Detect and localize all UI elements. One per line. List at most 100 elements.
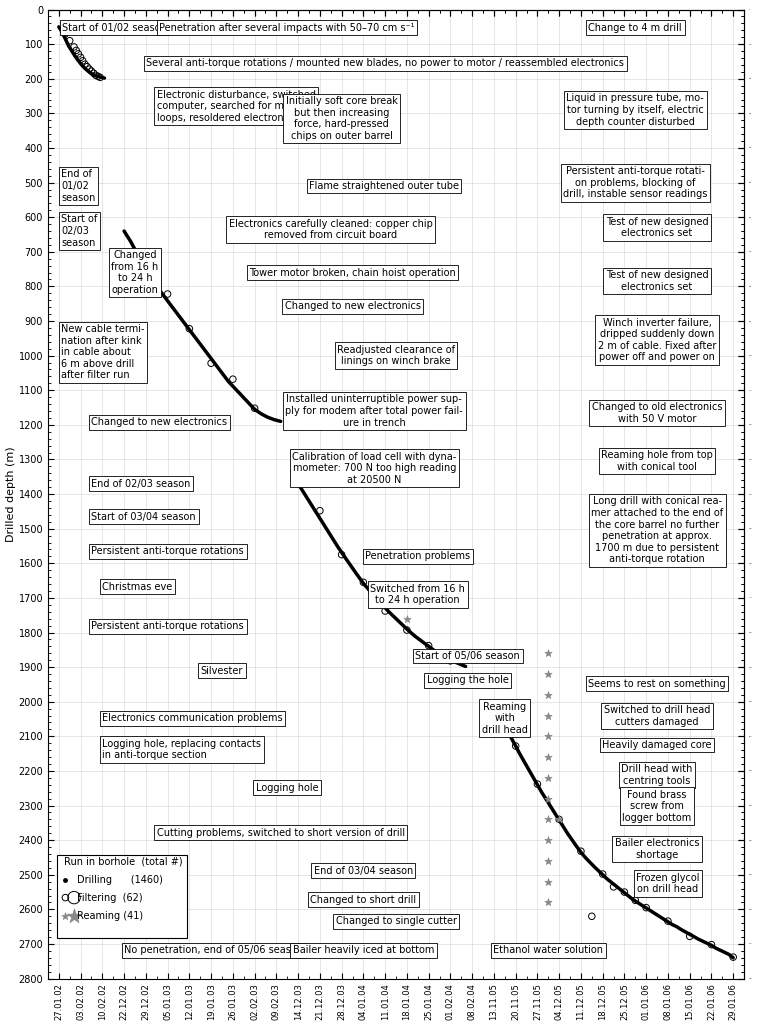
Point — [542, 644, 554, 661]
Point — [542, 790, 554, 806]
Text: Logging hole: Logging hole — [256, 783, 318, 792]
Point — [59, 890, 71, 906]
Point — [640, 900, 652, 916]
Point — [542, 770, 554, 786]
Point — [89, 67, 102, 83]
Text: Initially soft core break
but then increasing
force, hard-pressed
chips on outer: Initially soft core break but then incre… — [286, 96, 397, 141]
Text: Changed to new electronics: Changed to new electronics — [284, 302, 421, 312]
Text: Bailer heavily iced at bottom: Bailer heavily iced at bottom — [293, 945, 434, 955]
Text: Cutting problems, switched to short version of drill: Cutting problems, switched to short vers… — [157, 828, 405, 837]
Text: Several anti-torque rotations / mounted new blades, no power to motor / reassemb: Several anti-torque rotations / mounted … — [146, 58, 624, 68]
Point — [542, 832, 554, 849]
Text: Drilling      (1460): Drilling (1460) — [77, 874, 163, 884]
Text: New cable termi-
nation after kink
in cable about
6 m above drill
after filter r: New cable termi- nation after kink in ca… — [61, 324, 145, 381]
Point — [357, 575, 369, 591]
Point — [422, 637, 434, 654]
Text: Flame straightened outer tube: Flame straightened outer tube — [309, 181, 459, 191]
Text: Electronic disturbance, switched
computer, searched for mass
loops, resoldered e: Electronic disturbance, switched compute… — [157, 90, 316, 123]
Point — [597, 866, 609, 882]
Point — [553, 812, 565, 828]
Point — [619, 883, 631, 900]
Text: Penetration after several impacts with 50–70 cm s⁻¹: Penetration after several impacts with 5… — [159, 23, 415, 33]
Point — [94, 69, 106, 85]
Text: Changed to old electronics
with 50 V motor: Changed to old electronics with 50 V mot… — [592, 402, 722, 424]
Point — [81, 58, 93, 75]
Point — [542, 666, 554, 682]
Text: Heavily damaged core: Heavily damaged core — [603, 740, 712, 750]
Text: Liquid in pressure tube, mo-
tor turning by itself, electric
depth counter distu: Liquid in pressure tube, mo- tor turning… — [566, 93, 704, 126]
Text: Ethanol water solution: Ethanol water solution — [493, 945, 603, 955]
Text: Persistent anti-torque rotations: Persistent anti-torque rotations — [92, 622, 244, 631]
Point — [706, 937, 718, 953]
Point — [542, 873, 554, 890]
Point — [401, 622, 413, 638]
Text: Test of new designed
electronics set: Test of new designed electronics set — [606, 271, 709, 292]
Text: Persistent anti-torque rotati-
on problems, blocking of
drill, instable sensor r: Persistent anti-torque rotati- on proble… — [563, 166, 707, 199]
Text: Bailer electronics
shortage: Bailer electronics shortage — [615, 838, 700, 860]
Text: Installed uninterruptible power sup-
ply for modem after total power fail-
ure i: Installed uninterruptible power sup- ply… — [285, 394, 463, 428]
Point — [83, 61, 96, 77]
Text: Start of 01/02 season: Start of 01/02 season — [62, 23, 167, 33]
Point — [68, 890, 80, 906]
Text: Switched to drill head
cutters damaged: Switched to drill head cutters damaged — [604, 706, 710, 727]
Text: Reaming (41): Reaming (41) — [77, 911, 143, 920]
Point — [77, 52, 89, 69]
Text: Found brass
screw from
logger bottom: Found brass screw from logger bottom — [622, 790, 692, 823]
Point — [553, 812, 565, 828]
Point — [92, 68, 104, 84]
Point — [249, 400, 261, 417]
Text: Changed to single cutter: Changed to single cutter — [336, 916, 456, 926]
Point — [542, 812, 554, 828]
Point — [86, 63, 98, 79]
Point — [662, 913, 674, 930]
Point — [161, 286, 174, 303]
Point — [542, 853, 554, 869]
Text: Change to 4 m drill: Change to 4 m drill — [588, 23, 682, 33]
Text: Drill head with
centring tools: Drill head with centring tools — [622, 764, 693, 786]
Point — [607, 878, 619, 895]
Point — [509, 738, 522, 754]
Text: Logging the hole: Logging the hole — [427, 675, 509, 685]
Text: Run in borhole  (total #): Run in borhole (total #) — [64, 857, 183, 867]
Text: Changed to new electronics: Changed to new electronics — [92, 418, 227, 427]
Point — [183, 320, 196, 337]
Text: End of 02/03 season: End of 02/03 season — [92, 479, 191, 488]
Point — [68, 39, 80, 55]
Point — [139, 266, 152, 282]
Text: Winch inverter failure,
dripped suddenly down
2 m of cable. Fixed after
power of: Winch inverter failure, dripped suddenly… — [598, 318, 716, 362]
Text: Seems to rest on something: Seems to rest on something — [588, 679, 726, 688]
Point — [379, 603, 391, 620]
Point — [531, 776, 543, 792]
Text: Start of 05/06 season: Start of 05/06 season — [415, 652, 520, 661]
Text: Silvester: Silvester — [201, 666, 243, 675]
Text: Calibration of load cell with dyna-
mometer: 700 N too high reading
at 20500 N: Calibration of load cell with dyna- mome… — [292, 451, 456, 484]
Text: Changed
from 16 h
to 24 h
operation: Changed from 16 h to 24 h operation — [111, 250, 158, 295]
Point — [542, 686, 554, 703]
Text: End of 03/04 season: End of 03/04 season — [314, 866, 413, 875]
Text: Electronics carefully cleaned: copper chip
removed from circuit board: Electronics carefully cleaned: copper ch… — [229, 219, 433, 240]
Text: Electronics communication problems: Electronics communication problems — [102, 713, 283, 723]
Point — [336, 547, 348, 563]
Point — [542, 728, 554, 745]
Point — [586, 908, 598, 924]
Point — [74, 49, 86, 66]
Point — [59, 26, 71, 42]
Text: Changed to short drill: Changed to short drill — [310, 895, 416, 905]
Text: Start of 03/04 season: Start of 03/04 season — [92, 512, 196, 521]
Point — [205, 355, 217, 371]
Point — [379, 596, 391, 613]
Point — [68, 907, 80, 923]
Text: Reaming hole from top
with conical tool: Reaming hole from top with conical tool — [601, 450, 713, 472]
Point — [72, 45, 84, 62]
Text: Test of new designed
electronics set: Test of new designed electronics set — [606, 216, 709, 238]
Text: Readjusted clearance of
linings on winch brake: Readjusted clearance of linings on winch… — [337, 345, 455, 366]
Text: Logging hole, replacing contacts
in anti-torque section: Logging hole, replacing contacts in anti… — [102, 739, 262, 760]
Text: Christmas eve: Christmas eve — [102, 582, 173, 592]
Point — [684, 929, 696, 945]
Text: Penetration problems: Penetration problems — [365, 551, 470, 561]
Point — [88, 65, 100, 81]
Point — [542, 749, 554, 765]
Point — [727, 949, 739, 965]
Text: Persistent anti-torque rotations: Persistent anti-torque rotations — [92, 546, 244, 556]
Text: Long drill with conical rea-
mer attached to the end of
the core barrel no furth: Long drill with conical rea- mer attache… — [591, 497, 723, 564]
